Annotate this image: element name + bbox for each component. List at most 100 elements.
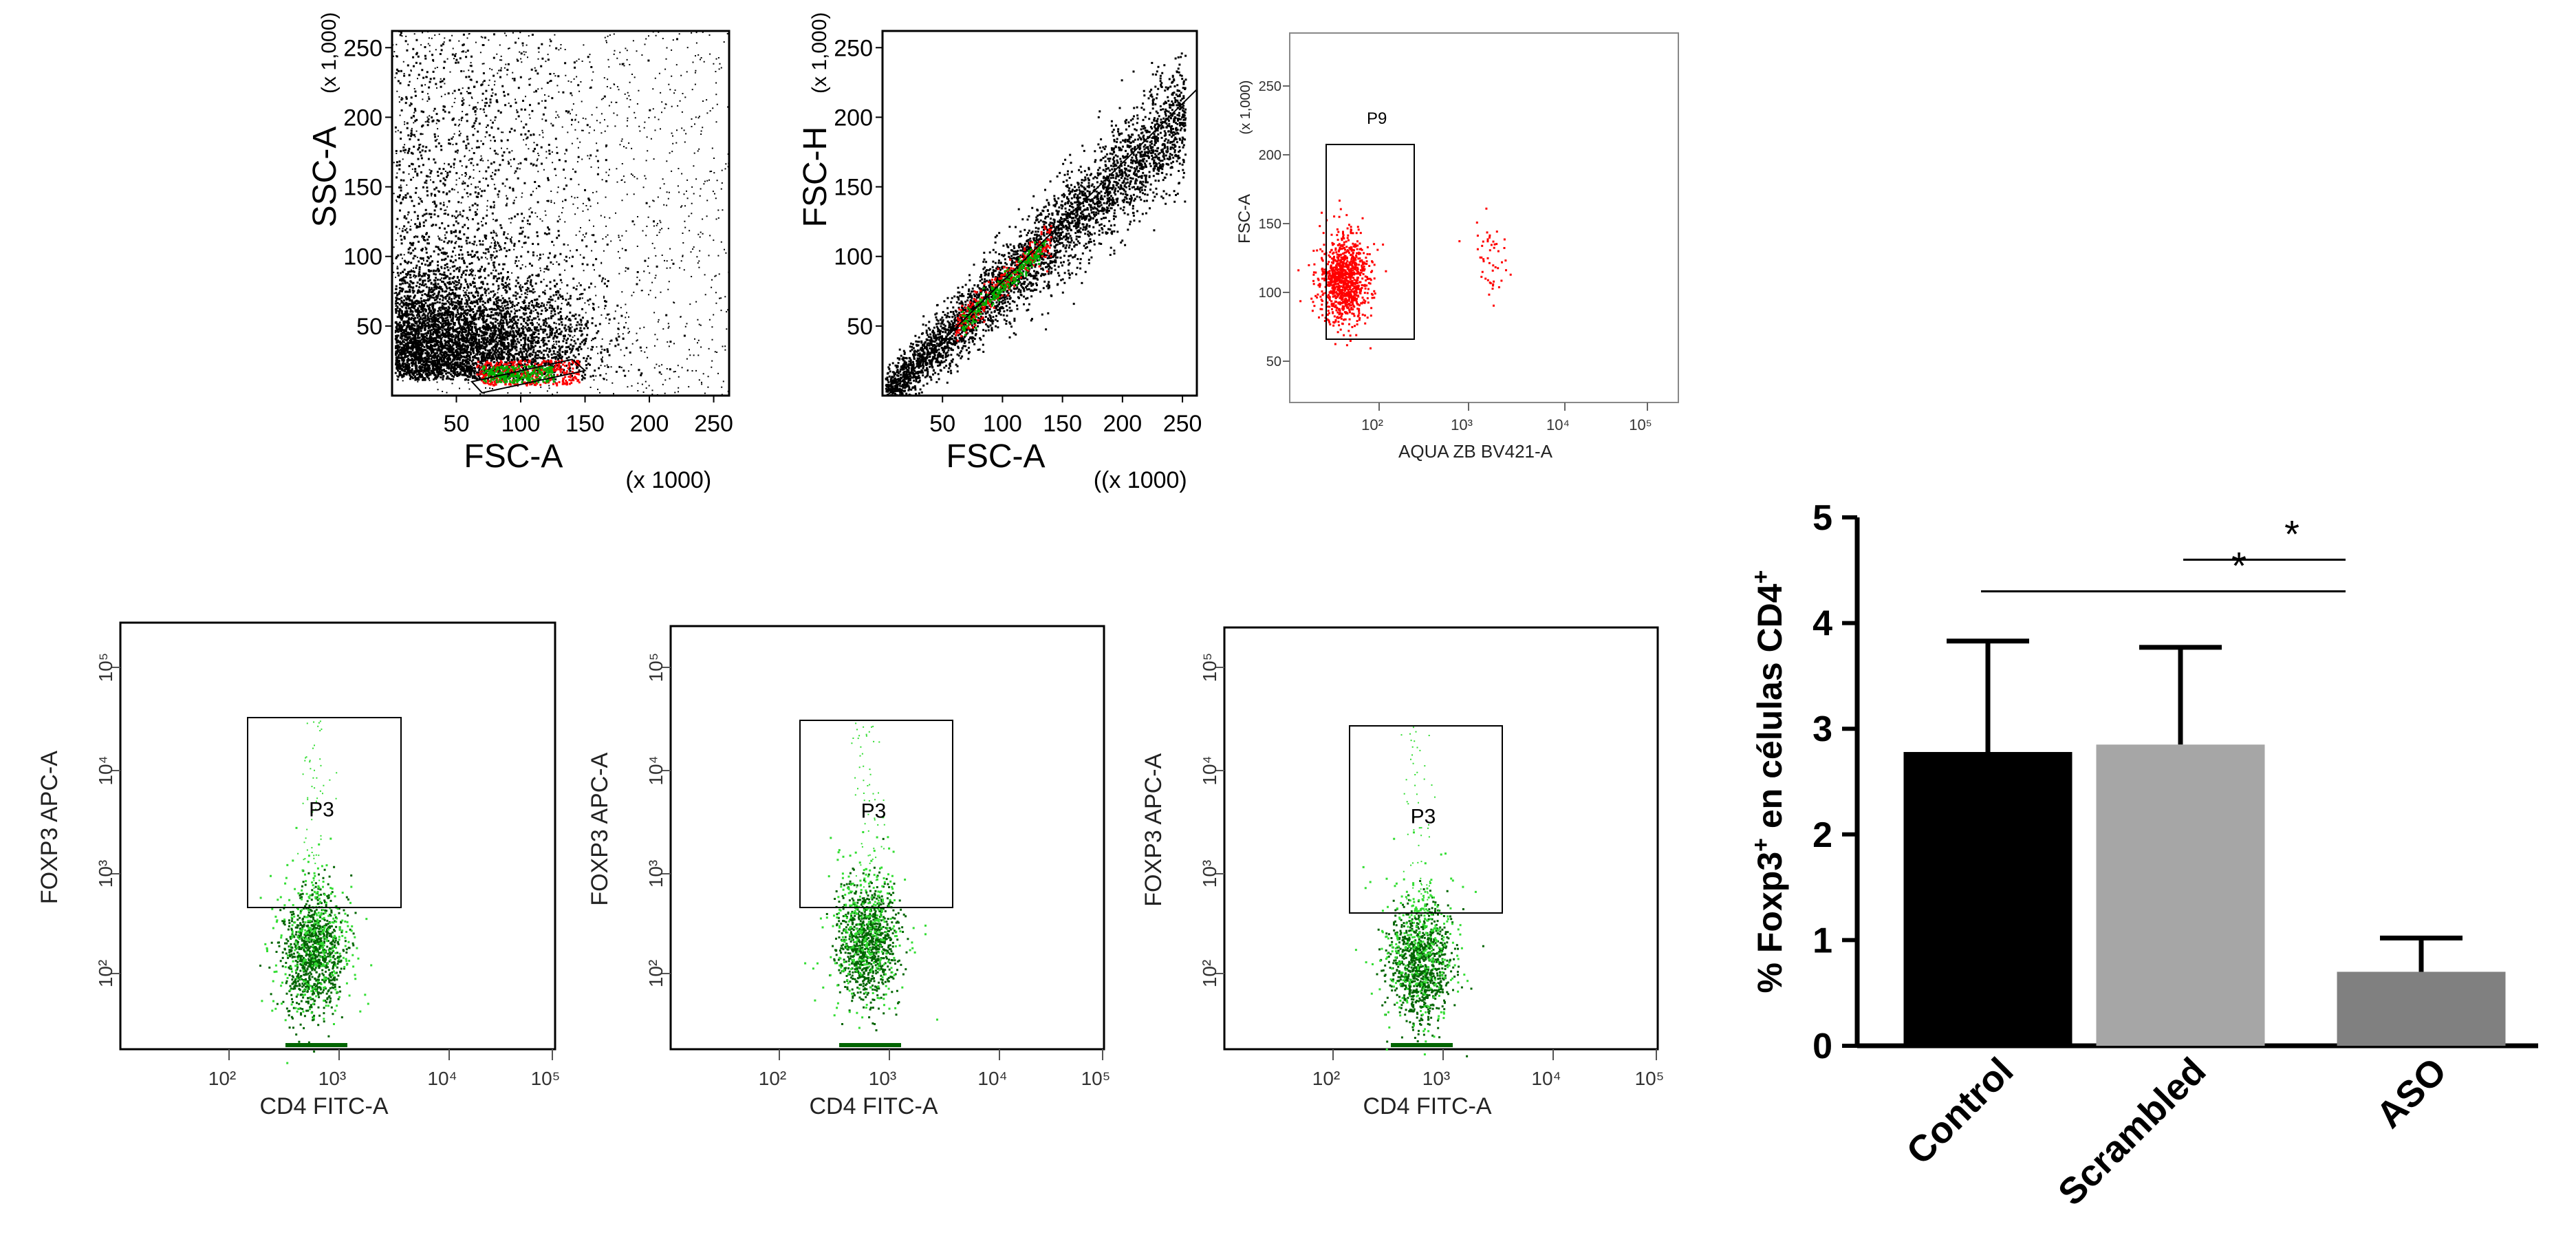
y-tick-label: 100 bbox=[343, 244, 382, 270]
y-tick-label: 10⁴ bbox=[645, 755, 667, 785]
point-series-cd4-dark bbox=[259, 866, 357, 1053]
x-tick-label: Control bbox=[1898, 1050, 2021, 1172]
x-tick-label: 200 bbox=[630, 411, 669, 437]
gate-P3 bbox=[247, 717, 402, 908]
point-series-cd4-light bbox=[804, 816, 938, 1046]
points bbox=[392, 31, 729, 396]
x-axis-label: AQUA ZB BV421-A bbox=[1398, 441, 1553, 462]
x-tick-label: 10⁴ bbox=[977, 1068, 1007, 1089]
x-tick-label: 200 bbox=[1103, 411, 1142, 437]
point-series-gated-green bbox=[482, 365, 555, 384]
y-tick-label: 10³ bbox=[645, 860, 667, 888]
y-tick-label: 200 bbox=[834, 105, 873, 131]
x-tick-label: 250 bbox=[694, 411, 733, 437]
scatter-panel-F: 10² 10³ 10⁴ 10⁵ 10² 10³ 10⁴ 10⁵ P3 CD4 FITC-A FOXP… bbox=[1140, 626, 1664, 1119]
gate-label: P9 bbox=[1367, 109, 1387, 128]
gate-P9 bbox=[1325, 144, 1415, 340]
gate-P3 bbox=[799, 720, 953, 908]
point-series-gated-green bbox=[960, 240, 1047, 336]
y-tick-label: 10⁵ bbox=[95, 653, 116, 683]
y-axis-unit: (x 1,000) bbox=[808, 12, 831, 94]
bar-control: Control bbox=[1898, 638, 2072, 1172]
y-tick-label: 250 bbox=[343, 35, 382, 61]
axis-ticks: 50 100 150 200 250 50 100 150 200 250 bbox=[834, 35, 1202, 437]
point-series-sparse-events bbox=[392, 31, 729, 396]
x-axis-label: CD4 FITC-A bbox=[810, 1093, 938, 1119]
y-tick-label: 2 bbox=[1812, 815, 1832, 855]
x-tick-label: 10⁵ bbox=[1081, 1068, 1111, 1089]
significance: ** bbox=[1981, 512, 2346, 593]
gate-label: P3 bbox=[1411, 805, 1436, 828]
x-tick-label: 10³ bbox=[1451, 416, 1473, 433]
scatter-panel-D: 10² 10³ 10⁴ 10⁵ 10² 10³ 10⁴ 10⁵ P3 CD4 FITC-A FOXP… bbox=[36, 621, 560, 1119]
x-tick-label: 250 bbox=[1163, 411, 1202, 437]
axis-ticks: 10² 10³ 10⁴ 10⁵ 10² 10³ 10⁴ 10⁵ bbox=[95, 653, 560, 1089]
y-axis-label: FOXP3 APC-A bbox=[1140, 753, 1167, 906]
y-tick-label: 3 bbox=[1812, 709, 1832, 749]
x-tick-label: 10³ bbox=[869, 1068, 896, 1089]
y-tick-label: 100 bbox=[1259, 286, 1281, 301]
bar-scrambled: Scrambled bbox=[2050, 645, 2265, 1214]
y-axis-unit: (x 1,000) bbox=[1238, 80, 1253, 135]
y-tick-label: 50 bbox=[847, 314, 873, 340]
x-tick-label: 10⁵ bbox=[531, 1068, 561, 1089]
scatter-panel-A: 50 100 150 200 250 50 100 150 200 250 FSC-A (x 1000… bbox=[307, 12, 733, 493]
bar-aso: ASO bbox=[2337, 935, 2506, 1136]
gate-P3 bbox=[1349, 725, 1503, 914]
y-tick-label: 10³ bbox=[95, 860, 116, 888]
y-tick-label: 10² bbox=[1199, 960, 1220, 987]
y-tick-label: 10⁴ bbox=[1199, 755, 1220, 785]
bar bbox=[2096, 744, 2265, 1046]
point-series-cd4-dark bbox=[825, 837, 909, 1031]
y-axis-label: FOXP3 APC-A bbox=[587, 752, 613, 905]
y-label-superscript: + bbox=[1748, 570, 1774, 584]
y-axis-label: % Foxp3+ en células CD4+ bbox=[1748, 570, 1789, 993]
plot-frame bbox=[119, 621, 556, 1051]
x-tick-label: 10⁴ bbox=[427, 1068, 457, 1089]
y-tick-label: 10² bbox=[95, 960, 116, 987]
x-tick-label: 10² bbox=[208, 1068, 236, 1089]
x-axis-label: CD4 FITC-A bbox=[260, 1093, 389, 1119]
x-tick-label: 10² bbox=[1361, 416, 1383, 433]
x-axis-label: FSC-A bbox=[946, 438, 1046, 475]
point-series-live-cells bbox=[1297, 200, 1387, 350]
y-tick-label: 150 bbox=[834, 175, 873, 201]
plot-frame bbox=[1289, 32, 1679, 403]
x-tick-label: 10⁵ bbox=[1629, 416, 1652, 433]
gate-label: P3 bbox=[861, 799, 887, 822]
significance-label: * bbox=[2231, 544, 2247, 588]
y-axis-label: FSC-A bbox=[1235, 194, 1254, 244]
significance-label: * bbox=[2284, 512, 2299, 555]
x-tick-label: 100 bbox=[983, 411, 1022, 437]
scatter-panel-B: 50 100 150 200 250 50 100 150 200 250 FSC-A ((x 100… bbox=[797, 12, 1202, 493]
y-tick-label: 200 bbox=[1259, 148, 1281, 163]
diagonal-guide bbox=[888, 89, 1198, 395]
x-axis-label: CD4 FITC-A bbox=[1363, 1093, 1492, 1119]
axis-ticks: 10² 10³ 10⁴ 10⁵ 10² 10³ 10⁴ 10⁵ bbox=[1199, 653, 1664, 1089]
x-tick-label: 50 bbox=[444, 411, 470, 437]
point-series-foxp3-positive bbox=[851, 722, 885, 904]
y-tick-label: 4 bbox=[1812, 604, 1832, 644]
x-axis-unit: ((x 1000) bbox=[1094, 467, 1187, 493]
y-tick-label: 150 bbox=[343, 175, 382, 201]
y-tick-label: 50 bbox=[1266, 354, 1281, 369]
x-tick-label: 150 bbox=[1043, 411, 1082, 437]
y-axis-label: FOXP3 APC-A bbox=[36, 751, 63, 904]
x-tick-label: 10⁴ bbox=[1531, 1068, 1561, 1089]
x-axis-label: FSC-A bbox=[464, 438, 563, 475]
x-tick-label: 50 bbox=[929, 411, 955, 437]
y-tick-label: 200 bbox=[343, 105, 382, 131]
y-label-superscript: + bbox=[1748, 838, 1774, 852]
x-tick-label: Scrambled bbox=[2050, 1050, 2214, 1214]
scatter-panel-C: 10² 10³ 10⁴ 10⁵ 50 100 150 200 250 P9 AQUA ZB BV42… bbox=[1235, 32, 1679, 462]
y-tick-label: 250 bbox=[834, 35, 873, 61]
y-axis-unit: (x 1,000) bbox=[318, 12, 340, 94]
gate-label: P3 bbox=[309, 799, 334, 821]
x-tick-label: 10⁴ bbox=[1546, 416, 1570, 433]
x-tick-label: 10² bbox=[759, 1068, 786, 1089]
y-tick-label: 100 bbox=[834, 244, 873, 270]
y-tick-label: 5 bbox=[1812, 498, 1832, 538]
x-tick-label: 10³ bbox=[318, 1068, 346, 1089]
